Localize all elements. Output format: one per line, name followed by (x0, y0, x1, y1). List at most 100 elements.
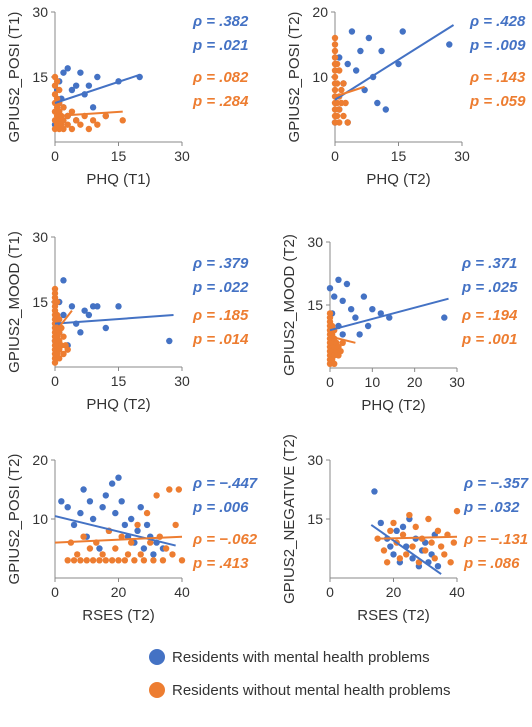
data-point (377, 519, 384, 527)
data-point (333, 60, 341, 68)
data-point (360, 293, 368, 300)
x-tick-label: 10 (365, 374, 381, 390)
data-point (343, 280, 351, 288)
data-point (137, 551, 144, 558)
data-point (178, 557, 186, 564)
y-tick-label: 20 (32, 452, 48, 468)
legend-marker (149, 649, 165, 665)
data-point (175, 486, 183, 493)
rho-value: ρ = −.062 (192, 531, 258, 548)
data-point (371, 488, 378, 495)
data-point (422, 547, 429, 554)
data-point (128, 539, 135, 546)
trend-line (334, 85, 365, 98)
x-axis-label: RSES (T2) (82, 607, 155, 624)
data-point (102, 324, 110, 332)
y-axis-label: GPIUS2_NEGATIVE (T2) (281, 434, 298, 604)
p-value: p = .022 (192, 279, 249, 296)
y-axis-label: GPIUS2_POSI (T2) (286, 12, 303, 143)
data-point (382, 106, 389, 113)
data-point (85, 82, 93, 89)
data-point (331, 34, 339, 42)
data-point (102, 492, 110, 499)
x-tick-label: 40 (449, 584, 465, 600)
trend-line (54, 110, 123, 117)
x-tick-label: 30 (454, 148, 470, 164)
rho-value: ρ = .379 (192, 255, 249, 272)
data-point (374, 99, 381, 107)
x-tick-label: 20 (407, 374, 423, 390)
trend-line (54, 515, 176, 547)
data-point (339, 331, 346, 338)
data-point (131, 557, 138, 564)
data-point (115, 474, 122, 481)
legend-label: Residents without mental health problems (172, 682, 450, 699)
data-point (344, 119, 351, 126)
data-point (53, 298, 61, 306)
x-axis-label: PHQ (T2) (366, 171, 430, 188)
data-point (60, 125, 67, 133)
data-point (441, 314, 448, 321)
p-value: p = .284 (192, 93, 249, 110)
rho-value: ρ = .082 (192, 69, 249, 86)
data-point (409, 555, 416, 562)
data-point (396, 555, 404, 562)
p-value: p = .009 (469, 37, 526, 54)
data-point (166, 337, 173, 345)
data-point (64, 557, 71, 564)
data-point (386, 314, 393, 321)
data-point (72, 117, 80, 124)
data-point (64, 121, 71, 128)
data-point (86, 498, 94, 505)
data-point (56, 316, 63, 323)
data-point (115, 557, 122, 564)
y-tick-label: 30 (307, 452, 323, 468)
data-point (94, 121, 101, 128)
y-tick-label: 10 (312, 69, 328, 85)
data-point (58, 498, 65, 505)
data-point (121, 557, 129, 564)
p-value: p = .413 (192, 555, 249, 572)
data-point (118, 533, 125, 540)
data-point (77, 509, 84, 517)
data-point (77, 121, 84, 128)
trend-line (370, 524, 442, 575)
data-point (77, 329, 84, 336)
data-point (108, 557, 116, 564)
data-point (331, 360, 338, 367)
data-point (428, 539, 435, 546)
data-point (380, 547, 388, 554)
y-tick-label: 15 (32, 294, 48, 310)
data-point (60, 311, 67, 319)
data-point (56, 355, 63, 362)
data-point (172, 521, 179, 529)
data-point (74, 551, 81, 558)
data-point (56, 86, 63, 94)
data-point (340, 80, 347, 87)
rho-value: ρ = −.357 (463, 475, 529, 492)
data-point (352, 67, 360, 74)
trend-line (54, 535, 183, 544)
y-tick-label: 20 (312, 4, 328, 20)
data-point (89, 557, 97, 564)
p-value: p = .006 (192, 499, 249, 516)
data-point (447, 559, 454, 566)
data-point (364, 322, 372, 330)
data-point (60, 350, 67, 358)
data-point (64, 346, 71, 353)
data-point (357, 47, 364, 55)
data-point (159, 557, 167, 564)
data-point (331, 73, 339, 81)
data-point (128, 515, 135, 523)
data-point (333, 80, 341, 87)
data-point (383, 559, 391, 566)
legend-label: Residents with mental health problems (172, 649, 430, 666)
data-point (85, 311, 93, 319)
data-point (60, 69, 67, 76)
trend-line (377, 535, 458, 540)
x-tick-label: 15 (111, 373, 127, 389)
data-point (352, 314, 359, 321)
x-tick-label: 40 (174, 584, 190, 600)
data-point (339, 339, 346, 346)
x-tick-label: 0 (331, 148, 339, 164)
